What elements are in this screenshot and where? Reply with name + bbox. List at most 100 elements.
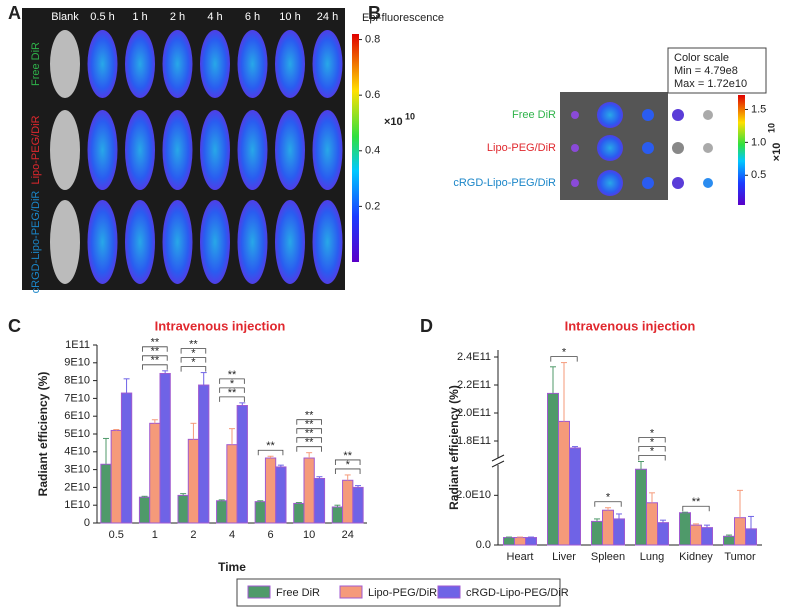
significance-label: *: [562, 347, 567, 359]
y-axis-label: Radiant efficiency (%): [447, 385, 461, 510]
significance-label: *: [606, 492, 611, 504]
mouse: [162, 110, 193, 190]
column-label: 2 h: [170, 11, 185, 23]
scale-box: [667, 47, 767, 94]
significance-label: **: [305, 428, 314, 440]
bar: [352, 486, 364, 524]
mouse: [50, 200, 80, 284]
mouse: [87, 30, 118, 98]
x-tick-label: 1: [152, 529, 158, 541]
chart-title: Intravenous injection: [155, 318, 286, 333]
bar: [264, 457, 277, 524]
colorbar-tick-label: 0.8: [365, 33, 380, 45]
significance-bracket: [142, 364, 168, 370]
colorbar-tick-label: 0.2: [365, 200, 380, 212]
bar: [236, 405, 248, 524]
bar: [514, 537, 526, 546]
bar: [646, 502, 658, 546]
significance-bracket: [296, 446, 322, 452]
mouse: [200, 110, 230, 190]
y-tick-label: 3E10: [64, 464, 90, 476]
significance-label: **: [343, 450, 352, 462]
axis-break: [491, 454, 505, 462]
x-axis-label: Time: [218, 560, 246, 574]
bar: [723, 535, 735, 546]
y-tick-label: 7E10: [64, 392, 90, 404]
y-tick-label: 1E10: [64, 499, 90, 511]
scale-title: Color scale: [674, 52, 729, 64]
bar: [303, 457, 315, 524]
bar: [138, 496, 151, 524]
organ: [672, 177, 684, 189]
organ: [703, 110, 713, 120]
scale-min: Min = 4.79e8: [674, 65, 738, 77]
bar: [187, 438, 200, 524]
significance-label: **: [266, 440, 275, 452]
row-label: Free DiR: [512, 109, 556, 121]
x-tick-label: 0.5: [109, 529, 124, 541]
colorbar-unit-exp: 10: [766, 123, 776, 133]
significance-label: **: [305, 437, 314, 449]
significance-bracket: [594, 501, 622, 507]
significance-label: **: [151, 346, 160, 358]
significance-bracket: [296, 419, 322, 425]
column-label: 24 h: [317, 11, 338, 23]
axis-break: [491, 460, 505, 468]
significance-label: **: [305, 410, 314, 422]
y-tick-label: 8E10: [64, 375, 90, 387]
significance-bracket: [550, 356, 578, 362]
row-label: cRGD-Lipo-PEG/DiR: [30, 191, 42, 294]
mouse: [50, 110, 80, 190]
organ: [642, 177, 654, 189]
bar: [149, 422, 161, 524]
significance-bracket: [638, 455, 666, 461]
significance-bracket: [638, 437, 666, 443]
x-tick-label: 4: [229, 529, 235, 541]
x-tick-label: Tumor: [724, 551, 756, 563]
colorbar-tick-label: 0.4: [365, 145, 380, 157]
significance-label: **: [189, 338, 198, 350]
y-tick-label: 2.2E11: [457, 379, 491, 391]
x-tick-label: 2: [190, 529, 196, 541]
mouse: [125, 110, 155, 190]
bar: [547, 392, 559, 546]
mouse: [162, 30, 193, 98]
mouse: [237, 110, 268, 190]
bar: [635, 468, 647, 546]
bar: [159, 372, 171, 524]
significance-bracket: [219, 387, 245, 393]
panel-label: A: [8, 3, 21, 23]
mouse: [275, 30, 305, 98]
colorbar-tick-label: 1.0: [751, 136, 766, 148]
legend-swatch: [247, 585, 271, 599]
column-label: 10 h: [279, 11, 300, 23]
significance-label: **: [692, 496, 701, 508]
significance-bracket: [180, 348, 207, 354]
y-axis-label: Radiant efficiency (%): [36, 372, 50, 497]
content: A B C D Blank 0.5 h 1 h 2 h 4 h 6 h 10 h 24 h Free D…: [8, 3, 783, 599]
y-tick-label: 0: [84, 517, 90, 529]
mouse: [275, 110, 305, 190]
mouse: [125, 200, 155, 284]
colorbar-unit: ×10: [384, 116, 403, 128]
mouse: [312, 200, 343, 284]
mouse: [237, 30, 268, 98]
bar: [701, 527, 713, 546]
bar: [293, 502, 305, 524]
column-label: Blank: [51, 11, 79, 23]
colorbar: [352, 34, 359, 262]
organ: [703, 178, 713, 188]
bar: [110, 429, 122, 524]
panel-label: D: [420, 316, 433, 336]
organ: [703, 143, 713, 153]
colorbar-unit-exp: 10: [405, 111, 415, 121]
mouse: [87, 110, 118, 190]
bar: [525, 537, 537, 546]
legend-label: Lipo-PEG/DiR: [368, 587, 437, 599]
x-tick-label: 24: [342, 529, 354, 541]
bar: [313, 478, 326, 524]
x-tick-label: 10: [303, 529, 315, 541]
panel-label: C: [8, 316, 21, 336]
bar: [216, 500, 228, 524]
